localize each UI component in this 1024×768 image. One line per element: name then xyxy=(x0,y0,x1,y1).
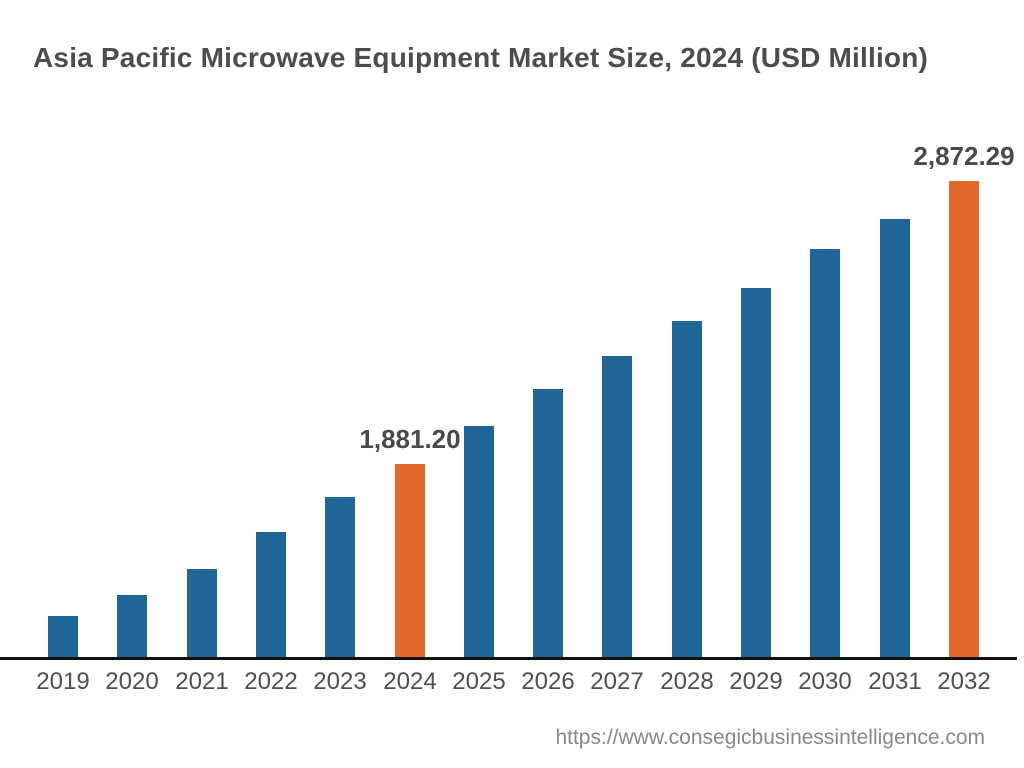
value-label-2032: 2,872.29 xyxy=(913,141,1015,171)
x-tick-2022: 2022 xyxy=(244,668,298,695)
bar-2028 xyxy=(672,321,702,657)
bar-2032 xyxy=(949,181,979,657)
bar-2025 xyxy=(464,426,494,657)
value-label-2024: 1,881.20 xyxy=(359,424,461,454)
bar-2029 xyxy=(741,288,771,657)
bar-2027 xyxy=(602,356,632,657)
x-tick-2021: 2021 xyxy=(175,668,229,695)
bar-2021 xyxy=(187,569,217,657)
x-tick-2029: 2029 xyxy=(729,668,783,695)
bar-2019 xyxy=(48,616,78,657)
bar-2031 xyxy=(880,219,910,657)
x-tick-2023: 2023 xyxy=(313,668,367,695)
x-tick-2024: 2024 xyxy=(383,668,437,695)
x-tick-2026: 2026 xyxy=(521,668,575,695)
x-tick-2020: 2020 xyxy=(105,668,159,695)
x-tick-2030: 2030 xyxy=(798,668,852,695)
source-url: https://www.consegicbusinessintelligence… xyxy=(555,726,985,749)
x-tick-2028: 2028 xyxy=(660,668,714,695)
bar-2023 xyxy=(325,497,355,657)
bar-2022 xyxy=(256,532,286,657)
chart-title: Asia Pacific Microwave Equipment Market … xyxy=(33,42,929,73)
x-tick-2031: 2031 xyxy=(868,668,922,695)
x-tick-2019: 2019 xyxy=(36,668,90,695)
bar-2030 xyxy=(810,249,840,657)
bar-2020 xyxy=(117,595,147,657)
x-tick-2027: 2027 xyxy=(590,668,644,695)
x-axis-line xyxy=(0,657,1017,660)
x-tick-2032: 2032 xyxy=(937,668,991,695)
bar-2024 xyxy=(395,464,425,657)
bar-2026 xyxy=(533,389,563,657)
x-tick-2025: 2025 xyxy=(452,668,506,695)
